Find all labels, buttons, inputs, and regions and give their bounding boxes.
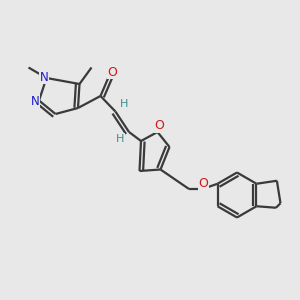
Text: N: N [40, 70, 49, 84]
Text: H: H [120, 99, 129, 109]
Text: O: O [154, 119, 164, 132]
Text: H: H [116, 134, 124, 144]
Text: N: N [31, 94, 40, 108]
Text: O: O [198, 177, 208, 190]
Text: O: O [108, 65, 117, 79]
